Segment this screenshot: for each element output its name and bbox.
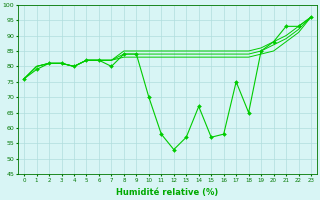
X-axis label: Humidité relative (%): Humidité relative (%) [116, 188, 219, 197]
